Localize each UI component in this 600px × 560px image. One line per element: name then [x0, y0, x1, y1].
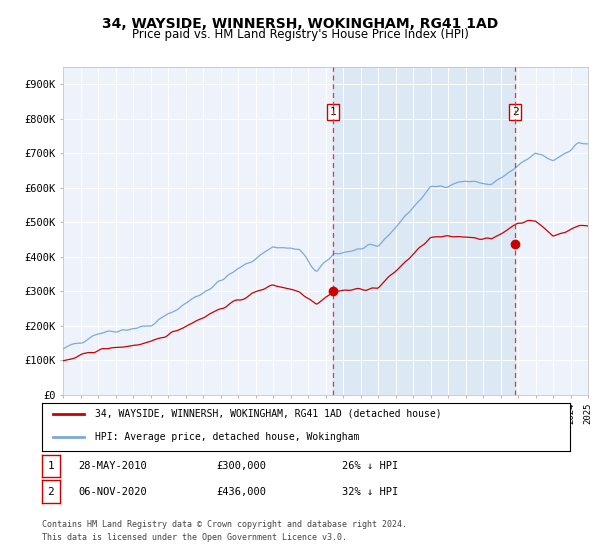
Text: 1: 1 — [47, 461, 55, 471]
Text: £436,000: £436,000 — [216, 487, 266, 497]
Text: 26% ↓ HPI: 26% ↓ HPI — [342, 461, 398, 471]
Text: HPI: Average price, detached house, Wokingham: HPI: Average price, detached house, Woki… — [95, 432, 359, 442]
Text: 2: 2 — [47, 487, 55, 497]
Bar — [332, 67, 515, 395]
Text: This data is licensed under the Open Government Licence v3.0.: This data is licensed under the Open Gov… — [42, 533, 347, 542]
Text: 34, WAYSIDE, WINNERSH, WOKINGHAM, RG41 1AD: 34, WAYSIDE, WINNERSH, WOKINGHAM, RG41 1… — [102, 17, 498, 31]
Text: 32% ↓ HPI: 32% ↓ HPI — [342, 487, 398, 497]
Text: 1: 1 — [329, 107, 336, 117]
Text: 06-NOV-2020: 06-NOV-2020 — [78, 487, 147, 497]
Text: 28-MAY-2010: 28-MAY-2010 — [78, 461, 147, 471]
Text: Price paid vs. HM Land Registry's House Price Index (HPI): Price paid vs. HM Land Registry's House … — [131, 28, 469, 41]
Text: £300,000: £300,000 — [216, 461, 266, 471]
Text: 34, WAYSIDE, WINNERSH, WOKINGHAM, RG41 1AD (detached house): 34, WAYSIDE, WINNERSH, WOKINGHAM, RG41 1… — [95, 409, 442, 419]
Text: 2: 2 — [512, 107, 518, 117]
Text: Contains HM Land Registry data © Crown copyright and database right 2024.: Contains HM Land Registry data © Crown c… — [42, 520, 407, 529]
